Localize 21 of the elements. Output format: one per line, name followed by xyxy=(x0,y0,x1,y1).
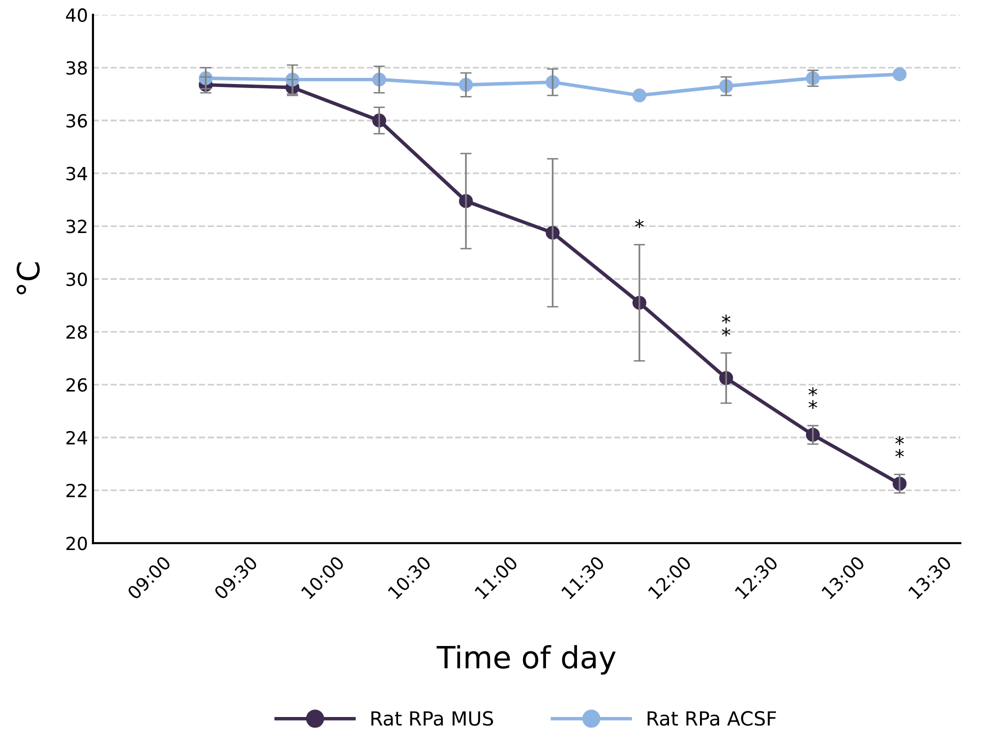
annotation: * * xyxy=(808,387,818,410)
y-tick-label: 40 xyxy=(66,8,87,22)
y-tick-label: 20 xyxy=(66,536,87,550)
y-tick-label: 38 xyxy=(66,61,87,75)
y-tick-label: 36 xyxy=(66,114,87,128)
legend-label: Rat RPa MUS xyxy=(371,711,494,726)
y-tick-label: 28 xyxy=(66,325,87,339)
y-tick-label: 34 xyxy=(66,166,88,180)
legend-label: Rat RPa ACSF xyxy=(648,711,776,726)
annotation: * * xyxy=(722,314,730,336)
y-tick-label: 22 xyxy=(66,484,86,498)
annotation: * xyxy=(635,219,644,228)
y-tick-label: 32 xyxy=(66,220,86,234)
point xyxy=(892,67,907,82)
point xyxy=(632,88,646,102)
x-axis-title: Time of day xyxy=(436,645,616,675)
y-tick-label: 26 xyxy=(66,378,87,392)
annotation: * * xyxy=(895,436,904,458)
y-tick-label: 30 xyxy=(66,272,87,286)
y-tick-label: 24 xyxy=(66,430,88,444)
y-axis-title: °C xyxy=(16,262,40,294)
